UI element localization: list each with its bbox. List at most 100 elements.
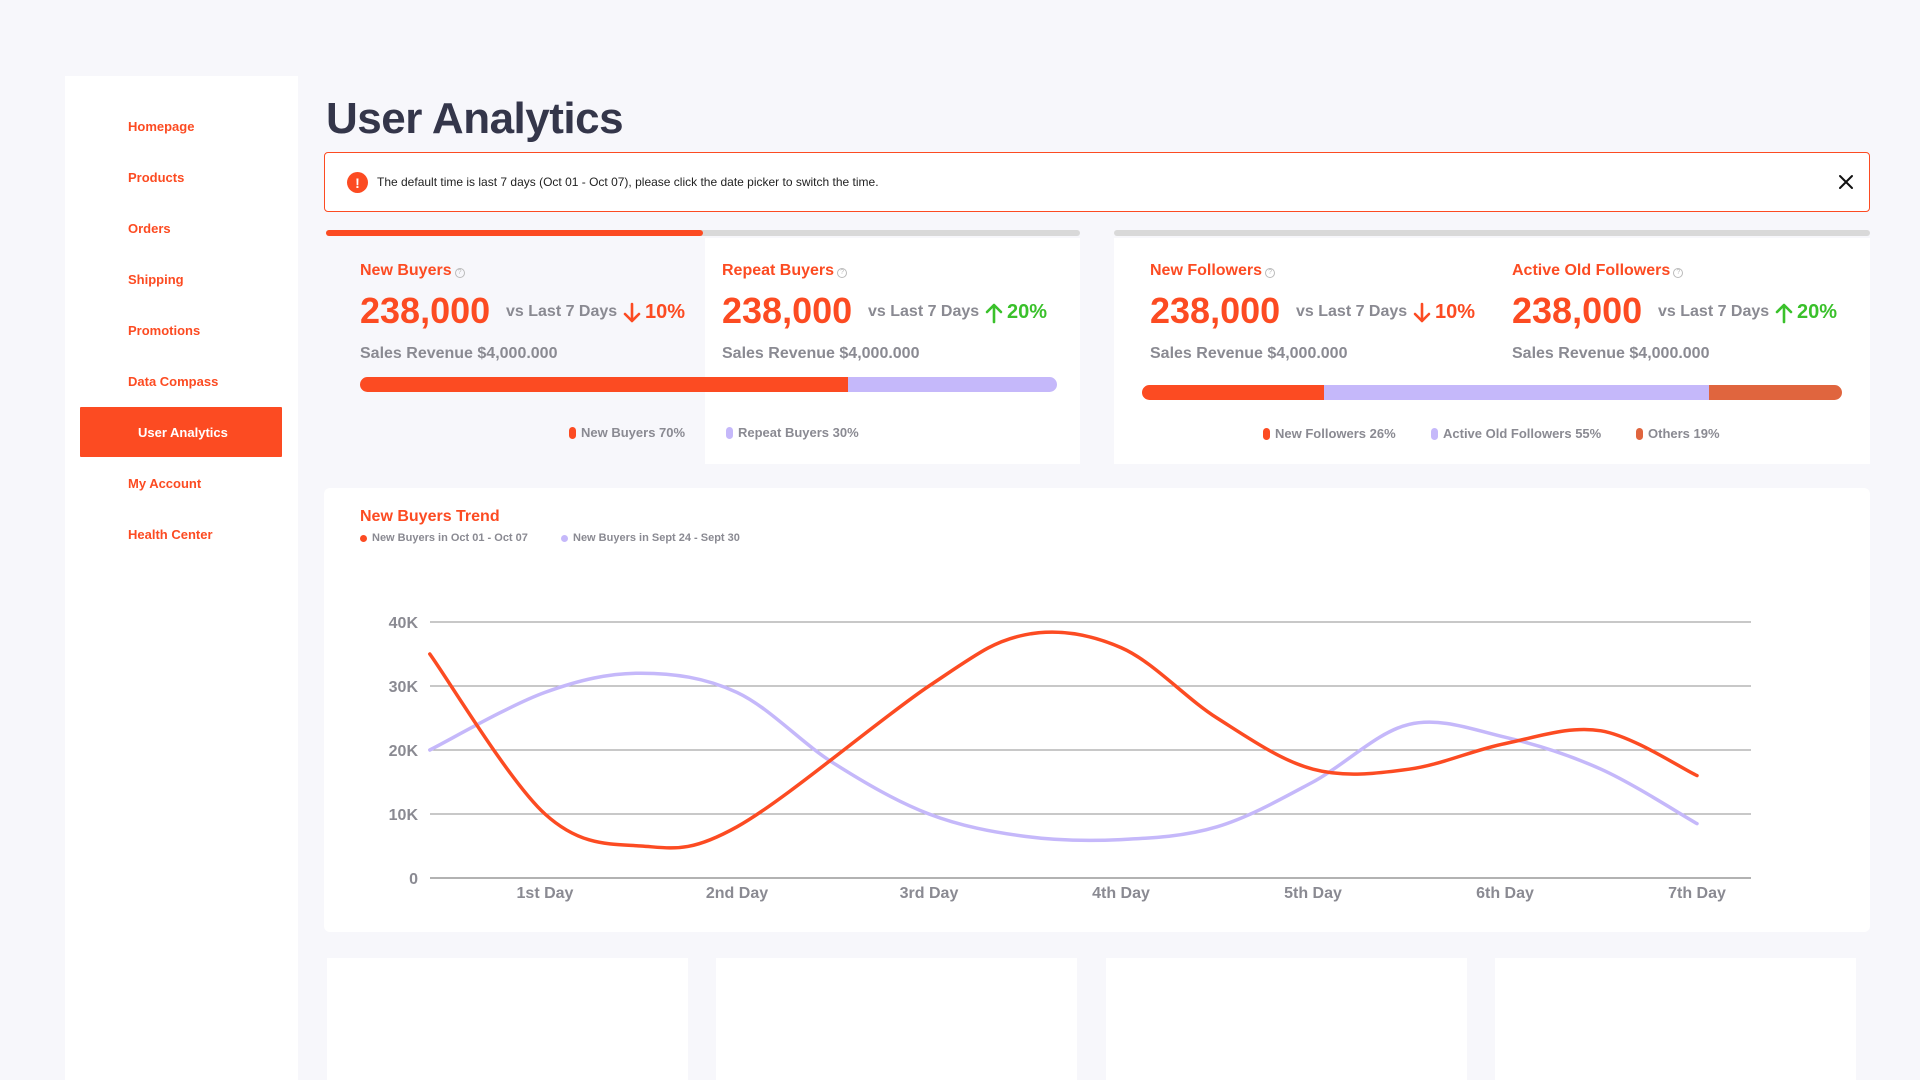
legend-repeat-buyers: Repeat Buyers 30%	[726, 425, 859, 440]
help-icon[interactable]: ?	[1673, 268, 1684, 278]
arrow-down-icon	[1413, 302, 1431, 322]
new-followers-label: New Followers?	[1150, 262, 1276, 280]
legend-others-text: Others 19%	[1648, 426, 1720, 441]
active-old-followers-value: 238,000	[1512, 290, 1643, 331]
x-tick-label: 7th Day	[1668, 885, 1726, 902]
help-icon[interactable]: ?	[454, 268, 465, 278]
buyers-card: New Buyers? 238,000 vs Last 7 Days 10% S…	[326, 230, 1080, 464]
new-buyers-trend-card: New Buyers Trend New Buyers in Oct 01 - …	[324, 488, 1870, 932]
active-old-followers-label: Active Old Followers?	[1512, 262, 1684, 280]
new-buyers-change: 10%	[622, 301, 685, 324]
nav-item-user-analytics[interactable]: User Analytics	[80, 407, 282, 457]
legend-dot	[569, 426, 576, 439]
close-icon	[1839, 175, 1853, 189]
buyers-tab-bar	[326, 230, 1080, 236]
buyers-card-right-bg	[705, 238, 1080, 464]
new-buyers-value: 238,000	[360, 290, 491, 331]
legend-new-followers: New Followers 26%	[1263, 426, 1396, 441]
new-followers-sub: Sales Revenue $4,000.000	[1150, 345, 1348, 362]
bottom-card-2	[716, 958, 1077, 1080]
info-alert: ! The default time is last 7 days (Oct 0…	[324, 152, 1870, 212]
bottom-card-1	[327, 958, 688, 1080]
bottom-card-4	[1495, 958, 1856, 1080]
active-old-followers-sub: Sales Revenue $4,000.000	[1512, 345, 1710, 362]
active-old-followers-vs: vs Last 7 Days	[1658, 303, 1770, 320]
repeat-buyers-sub: Sales Revenue $4,000.000	[722, 345, 920, 362]
legend-dot	[1431, 427, 1438, 440]
legend-active-old-followers: Active Old Followers 55%	[1431, 426, 1601, 441]
active-old-followers-change: 20%	[1774, 301, 1837, 324]
repeat-buyers-value: 238,000	[722, 290, 853, 331]
new-buyers-change-text: 10%	[645, 301, 686, 323]
x-tick-label: 1st Day	[517, 885, 574, 902]
new-followers-change-text: 10%	[1435, 301, 1476, 323]
arrow-up-icon	[1775, 303, 1793, 323]
page-title: User Analytics	[326, 94, 624, 143]
legend-new-followers-text: New Followers 26%	[1275, 426, 1396, 441]
new-followers-label-text: New Followers	[1150, 262, 1263, 279]
help-icon[interactable]: ?	[1265, 268, 1276, 278]
y-tick-label: 40K	[389, 615, 419, 632]
trend-chart: 0 10K 20K 30K 40K 1st Day 2nd Day 3rd Day 4th Da…	[389, 615, 1751, 902]
legend-new-buyers-text: New Buyers 70%	[581, 425, 686, 440]
new-buyers-label: New Buyers?	[360, 262, 465, 280]
new-followers-vs: vs Last 7 Days	[1296, 303, 1408, 320]
nav-item-orders[interactable]: Orders	[128, 220, 171, 236]
close-alert-button[interactable]	[1833, 169, 1859, 195]
series-line-current	[428, 630, 1699, 850]
buyers-split-bar	[360, 377, 1057, 392]
arrow-up-icon	[985, 303, 1003, 323]
followers-split-segment-2	[1324, 385, 1709, 400]
legend-dot	[1636, 427, 1643, 440]
repeat-buyers-label: Repeat Buyers?	[722, 262, 848, 280]
new-buyers-label-text: New Buyers	[360, 262, 452, 279]
active-old-followers-label-text: Active Old Followers	[1512, 262, 1671, 279]
legend-dot	[726, 426, 733, 439]
arrow-down-icon	[623, 302, 641, 322]
chart-legend-previous: New Buyers in Sept 24 - Sept 30	[561, 532, 740, 544]
x-tick-label: 2nd Day	[706, 885, 768, 902]
repeat-buyers-change-text: 20%	[1007, 301, 1048, 323]
legend-others: Others 19%	[1636, 426, 1720, 441]
x-tick-label: 6th Day	[1476, 885, 1534, 902]
nav-item-my-account[interactable]: My Account	[128, 475, 202, 491]
chart-title: New Buyers Trend	[360, 508, 500, 525]
followers-split-bar	[1142, 385, 1842, 400]
nav-item-promotions[interactable]: Promotions	[128, 322, 201, 338]
x-tick-label: 3rd Day	[900, 885, 959, 902]
chart-legend-current-text: New Buyers in Oct 01 - Oct 07	[372, 532, 528, 544]
repeat-buyers-label-text: Repeat Buyers	[722, 262, 835, 279]
series-line-previous	[428, 671, 1699, 843]
new-followers-value: 238,000	[1150, 290, 1281, 331]
active-old-followers-change-text: 20%	[1797, 301, 1838, 323]
legend-dot	[1263, 427, 1270, 440]
exclamation-icon: !	[347, 172, 368, 193]
followers-card: New Followers? 238,000 vs Last 7 Days 10…	[1114, 230, 1870, 464]
followers-tab-bar	[1114, 230, 1870, 236]
new-followers-change: 10%	[1412, 301, 1475, 324]
y-tick-label: 10K	[389, 807, 419, 824]
nav-item-products[interactable]: Products	[128, 169, 185, 185]
new-buyers-vs: vs Last 7 Days	[506, 303, 618, 320]
y-tick-label: 30K	[389, 679, 419, 696]
nav-item-homepage[interactable]: Homepage	[128, 118, 195, 134]
sidebar: Homepage Products Orders Shipping Promot…	[65, 76, 298, 1080]
legend-new-buyers: New Buyers 70%	[569, 425, 685, 440]
y-tick-label: 20K	[389, 743, 419, 760]
y-tick-label: 0	[409, 871, 418, 888]
nav-item-health-center[interactable]: Health Center	[128, 526, 213, 542]
nav-item-data-compass[interactable]: Data Compass	[128, 373, 219, 389]
x-tick-label: 4th Day	[1092, 885, 1150, 902]
nav-item-shipping[interactable]: Shipping	[128, 271, 184, 287]
x-tick-label: 5th Day	[1284, 885, 1342, 902]
legend-repeat-buyers-text: Repeat Buyers 30%	[738, 425, 859, 440]
help-icon[interactable]: ?	[837, 268, 848, 278]
bottom-card-3	[1106, 958, 1467, 1080]
buyers-split-segment-1	[360, 377, 848, 392]
repeat-buyers-vs: vs Last 7 Days	[868, 303, 980, 320]
followers-card-bg	[1114, 238, 1870, 464]
followers-split-segment-3	[1709, 385, 1842, 400]
alert-message: The default time is last 7 days (Oct 01 …	[377, 175, 879, 189]
followers-split-segment-1	[1142, 385, 1324, 400]
legend-dot	[561, 534, 568, 542]
